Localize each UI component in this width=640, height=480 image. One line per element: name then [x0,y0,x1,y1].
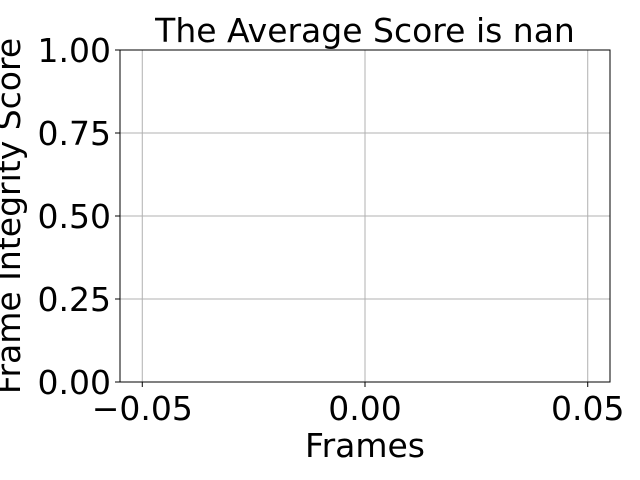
y-axis-label: Frame Integrity Score [0,38,28,394]
x-tick-label: −0.05 [92,389,193,428]
y-tick-label: 0.75 [38,114,111,153]
x-tick-label: 0.05 [551,389,624,428]
y-tick-label: 0.50 [38,197,111,236]
y-tick-label: 1.00 [38,31,111,70]
y-tick-label: 0.25 [38,280,111,319]
ticks: −0.05 0.00 0.050.000.250.500.751.00 [38,31,625,428]
chart-title: The Average Score is nan [154,11,575,50]
y-tick-label: 0.00 [38,363,111,402]
x-tick-label: 0.00 [328,389,401,428]
grid [120,49,610,383]
x-axis-label: Frames [305,426,425,465]
